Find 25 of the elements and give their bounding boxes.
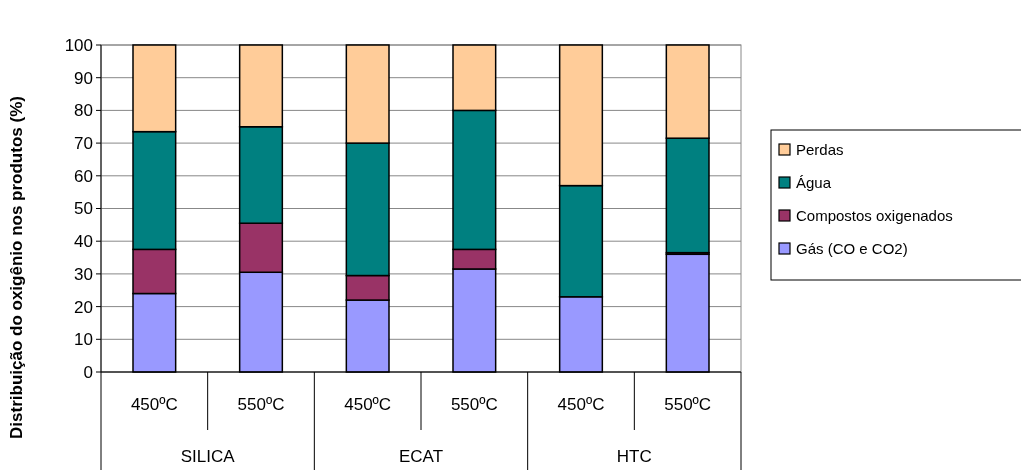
legend-label: Gás (CO e CO2)	[796, 240, 908, 258]
y-tick-label: 30	[74, 264, 93, 284]
y-axis-title: Distribuição do oxigênio nos produtos (%)	[7, 96, 26, 439]
legend-label: Perdas	[796, 141, 844, 159]
y-tick-label: 0	[83, 362, 93, 382]
y-tick-label: 40	[74, 232, 93, 252]
x-tick-label: 450ºC	[344, 395, 392, 414]
legend-label: Água	[796, 174, 832, 192]
x-tick-label: 550ºC	[237, 395, 285, 414]
y-tick-label: 60	[74, 166, 93, 186]
x-tick-label: 550ºC	[664, 395, 712, 414]
x-tick-label: 450ºC	[557, 395, 605, 414]
y-tick-label: 50	[74, 199, 93, 219]
x-tick-label: 450ºC	[130, 395, 178, 414]
y-tick-label: 10	[74, 330, 93, 350]
y-tick-label: 100	[64, 35, 93, 55]
y-tick-label: 80	[74, 101, 93, 121]
text: SILICA	[180, 447, 236, 466]
text: HTC	[616, 447, 652, 466]
y-tick-label: 90	[74, 68, 93, 88]
x-tick-label: 550ºC	[450, 395, 498, 414]
y-tick-label: 70	[74, 134, 93, 154]
legend-label: Compostos oxigenados	[796, 207, 953, 225]
text: ECAT	[398, 447, 444, 466]
y-tick-label: 20	[74, 297, 93, 317]
